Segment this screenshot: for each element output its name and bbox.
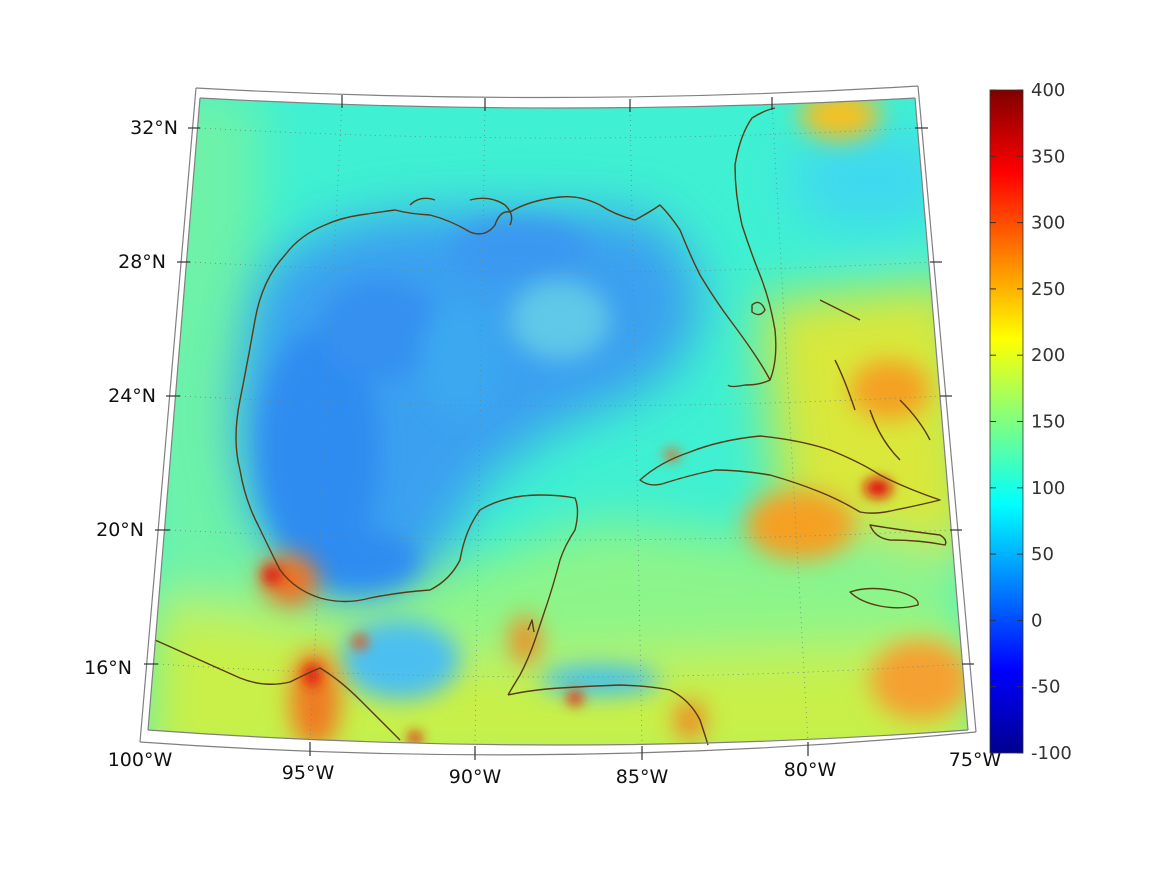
colorbar-tick-label: 350	[1031, 146, 1065, 167]
colorbar-tick-label: 150	[1031, 412, 1065, 433]
longitude-labels: 100°W 95°W 90°W 85°W 80°W 75°W	[108, 749, 1002, 788]
hispaniola	[869, 524, 947, 546]
lon-label-90: 90°W	[449, 766, 502, 788]
mexico-coast	[239, 469, 579, 696]
lat-label-32: 32°N	[130, 117, 178, 139]
lat-label-16: 16°N	[84, 657, 132, 679]
cuba	[639, 435, 941, 514]
central-america-coast	[507, 684, 709, 746]
bahamas	[819, 299, 931, 461]
lat-label-24: 24°N	[108, 385, 156, 407]
colorbar-tick-label: 0	[1031, 610, 1042, 631]
mississippi-delta	[409, 197, 513, 226]
lat-label-20: 20°N	[96, 519, 144, 541]
colorbar-tick-label: 50	[1031, 544, 1054, 565]
latitude-labels: 32°N 28°N 24°N 20°N 16°N	[84, 117, 178, 679]
data-field	[148, 98, 968, 745]
map-frame	[139, 85, 977, 756]
colorbar: 400 350 300 250 200 150 100 50 0 -50 -100	[989, 80, 1072, 764]
colorbar-tick-label: 100	[1031, 478, 1065, 499]
lat-label-28: 28°N	[118, 251, 166, 273]
florida-east-coast	[734, 107, 777, 381]
colorbar-tick-label: 300	[1031, 213, 1065, 234]
jamaica	[849, 587, 919, 609]
lake-okeechobee	[751, 301, 766, 316]
colorbar-tick-label: 200	[1031, 345, 1065, 366]
pacific-coast	[154, 639, 401, 741]
colorbar-tick-label: 250	[1031, 279, 1065, 300]
lon-label-100: 100°W	[108, 749, 173, 771]
coastlines	[154, 107, 947, 746]
lon-label-75: 75°W	[949, 749, 1002, 771]
cozumel	[527, 619, 535, 633]
gulf-coast	[235, 195, 771, 471]
lon-label-85: 85°W	[616, 766, 669, 788]
colorbar-tick-label: 400	[1031, 80, 1065, 101]
frame-ticks	[144, 95, 974, 760]
lon-label-95: 95°W	[282, 762, 335, 784]
lon-label-80: 80°W	[784, 759, 837, 781]
graticule	[157, 99, 963, 745]
colorbar-tick-label: -100	[1031, 743, 1072, 764]
colorbar-tick-label: -50	[1031, 677, 1060, 698]
